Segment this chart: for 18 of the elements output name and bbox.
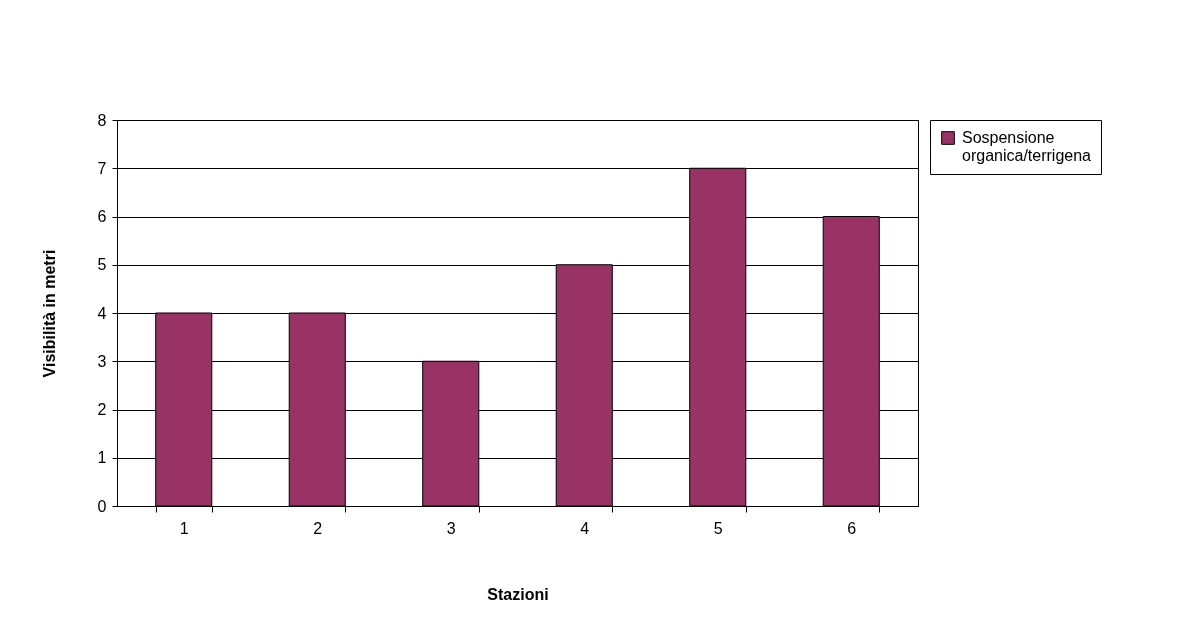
y-tick-label: 2 xyxy=(97,401,107,418)
y-tick-label: 4 xyxy=(97,304,107,322)
y-tick-label: 5 xyxy=(97,256,107,274)
y-axis-title: Visibilità in metri xyxy=(40,249,58,378)
x-tick-label: 2 xyxy=(313,519,323,537)
x-axis-title: Stazioni xyxy=(487,585,549,603)
x-tick-label: 1 xyxy=(179,519,189,537)
x-tick-label: 6 xyxy=(847,519,857,537)
y-tick-label: 7 xyxy=(97,159,107,177)
y-tick-label: 0 xyxy=(97,497,107,515)
y-tick-label: 6 xyxy=(97,208,107,225)
x-tick-label: 4 xyxy=(580,519,590,537)
y-tick-label: 3 xyxy=(97,352,107,370)
x-tick-label: 5 xyxy=(713,519,723,537)
y-tick-label: 1 xyxy=(97,449,107,467)
y-tick-label: 8 xyxy=(97,111,107,129)
x-tick-label: 3 xyxy=(446,519,456,537)
legend-label: Sospensione organica/terrigena xyxy=(962,129,1092,164)
